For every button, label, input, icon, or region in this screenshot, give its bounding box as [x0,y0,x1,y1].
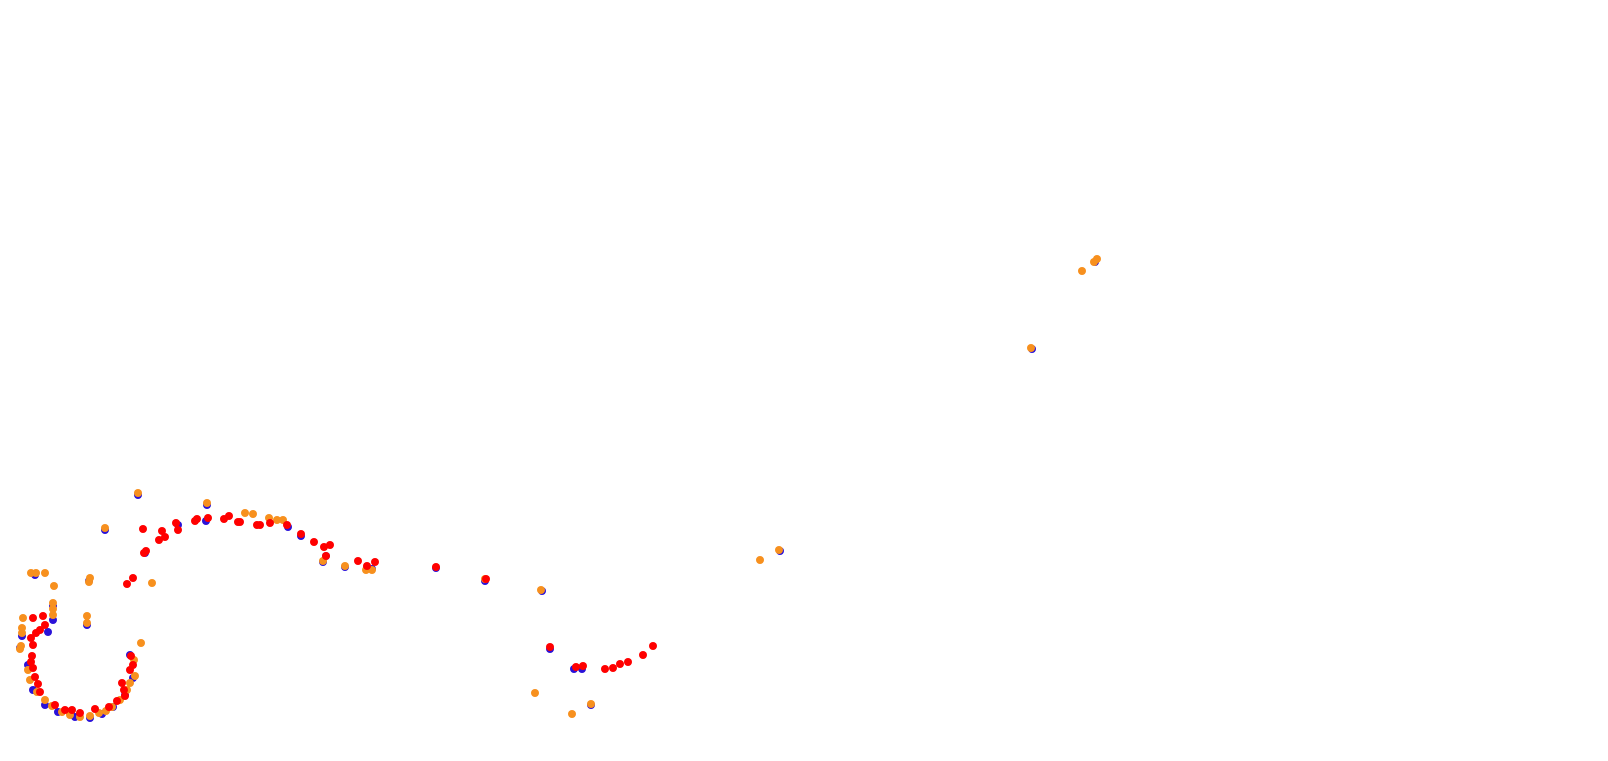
scatter-point [572,663,580,671]
scatter-point [537,586,545,594]
scatter-point [127,652,135,660]
scatter-point [105,703,113,711]
scatter-point [129,574,137,582]
scatter-point [775,546,783,554]
scatter-point [579,662,587,670]
scatter-point [354,557,362,565]
scatter-point [249,510,257,518]
scatter-point [113,697,121,705]
scatter-point [236,518,244,526]
scatter-point [29,664,37,672]
scatter-point [241,509,249,517]
scatter-point [310,538,318,546]
scatter-point [19,614,27,622]
scatter-point [123,580,131,588]
scatter-point [1090,258,1098,266]
scatter-point [326,541,334,549]
scatter-point [148,579,156,587]
scatter-point [61,706,69,714]
scatter-point [85,578,93,586]
scatter-point [49,599,57,607]
scatter-point [41,696,49,704]
scatter-point [120,686,128,694]
scatter-point [131,672,139,680]
scatter-point [587,700,595,708]
scatter-point [482,575,490,583]
scatter-point [41,569,49,577]
scatter-point [609,664,617,672]
scatter-point [624,658,632,666]
scatter-point [432,563,440,571]
scatter-point [36,688,44,696]
scatter-point [51,701,59,709]
scatter-point [18,629,26,637]
scatter-point [29,614,37,622]
scatter-point [134,489,142,497]
scatter-point [32,629,40,637]
scatter-point [1078,267,1086,275]
scatter-point [203,499,211,507]
scatter-point [50,582,58,590]
scatter-point [49,605,57,613]
scatter-point [27,634,35,642]
scatter-point [31,673,39,681]
scatter-point [756,556,764,564]
scatter-point [193,515,201,523]
scatter-point [76,709,84,717]
scatter-point [83,612,91,620]
scatter-point [126,679,134,687]
scatter-point [546,643,554,651]
scatter-point [68,706,76,714]
scatter-point [121,692,129,700]
scatter-point [39,612,47,620]
scatter-point [86,712,94,720]
scatter-point [126,666,134,674]
scatter-point [29,641,37,649]
scatter-point [363,562,371,570]
scatter-point [322,552,330,560]
scatter-point [16,645,24,653]
scatter-point [371,558,379,566]
scatter-point [140,549,148,557]
scatter-point [137,639,145,647]
scatter-point [172,519,180,527]
scatter-point [44,628,52,636]
scatter-point [204,514,212,522]
scatter-point [49,611,57,619]
scatter-point [531,689,539,697]
scatter-point [161,533,169,541]
scatter-point [139,525,147,533]
scatter-point [1027,344,1035,352]
scatter-point [256,521,264,529]
scatter-point [34,680,42,688]
scatter-point [266,519,274,527]
scatter-point [91,705,99,713]
scatter-point [639,651,647,659]
scatter-point [297,530,305,538]
scatter-point [283,521,291,529]
scatter-point [568,710,576,718]
scatter-point [273,516,281,524]
scatter-point [101,524,109,532]
scatter-point [601,665,609,673]
scatter-point [118,679,126,687]
scatter-point [27,569,35,577]
scatter-point [28,652,36,660]
scatter-point [649,642,657,650]
scatter-point [341,562,349,570]
scatter-point [83,619,91,627]
scatter-point [174,526,182,534]
scatter-point [616,660,624,668]
scatter-point [155,536,163,544]
scatter-point [41,621,49,629]
scatter-point [225,512,233,520]
scatter-point [158,527,166,535]
